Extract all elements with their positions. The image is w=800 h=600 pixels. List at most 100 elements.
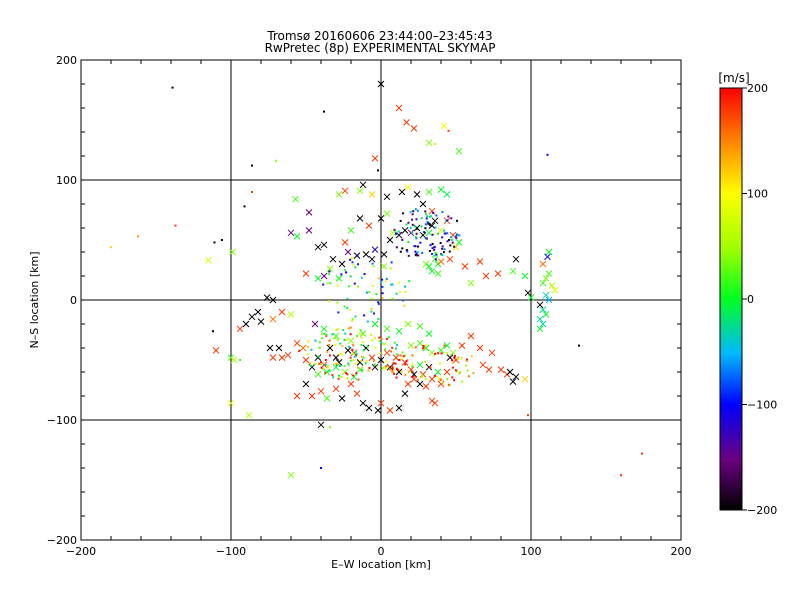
data-point-dot [395,367,398,370]
data-point-dot [415,254,418,257]
data-point-dot [347,327,350,330]
data-point-dot [442,251,445,254]
cross-stroke [437,347,445,354]
colorbar-label: [m/s] [718,71,749,85]
data-point-cross [368,354,376,361]
data-point-cross [245,411,253,419]
data-point-cross [320,325,328,333]
data-point-cross [350,373,358,381]
cross-stroke [326,265,334,273]
data-point-cross [401,227,409,234]
data-point-cross [230,356,238,364]
cross-stroke [416,361,424,369]
cross-stroke [287,229,295,237]
data-point-cross [437,380,445,388]
data-point-cross [536,315,544,323]
data-point-dot [322,367,325,370]
cross-stroke [335,191,343,198]
data-point-dot [356,263,359,266]
y-tick-label: −200 [47,534,77,547]
cross-stroke [545,270,553,277]
colorbar-tick-label: −200 [747,504,777,517]
data-point-cross [254,308,262,316]
data-point-dot [374,337,377,340]
data-point-cross [407,229,415,237]
data-point-cross [395,104,403,112]
cross-stroke [374,407,382,414]
data-point-dot [409,226,412,229]
data-point-dot [406,250,409,253]
data-point-dot [402,212,405,215]
data-point-dot [343,338,346,341]
data-point-dot [339,352,342,355]
data-point-dot [336,339,339,342]
data-point-dot [456,370,459,373]
data-point-dot [453,379,456,382]
data-point-dot [411,213,414,216]
cross-stroke [278,308,286,316]
data-point-dot [356,254,359,257]
cross-stroke [323,368,331,376]
data-point-dot [419,241,422,244]
data-point-cross [403,119,410,126]
data-point-dot [399,291,402,294]
data-point-cross [305,227,313,234]
data-point-dot [433,245,436,248]
data-point-dot [435,214,438,217]
data-point-cross [428,375,436,383]
data-point-dot [417,245,420,248]
data-point-dot [428,249,431,252]
data-point-cross [392,354,400,361]
cross-stroke [320,272,328,280]
data-point-dot [385,277,388,280]
data-point-cross [332,332,340,340]
cross-stroke [284,351,292,359]
data-point-cross [545,296,553,304]
data-point-cross [539,320,547,328]
cross-stroke [269,354,277,361]
data-point-cross [425,263,433,270]
data-point-dot [298,349,301,352]
data-point-dot [326,350,329,353]
data-point-dot [340,376,343,379]
data-point-cross [269,296,277,304]
data-point-dot [446,378,449,381]
data-point-cross [314,275,322,282]
data-point-dot [391,297,394,300]
data-point-dot [416,251,419,254]
x-tick-label: −100 [216,545,246,558]
cross-stroke [212,347,220,354]
data-point-dot [384,280,387,283]
cross-stroke [383,210,391,217]
cross-stroke [551,287,559,294]
cross-stroke [368,191,376,198]
data-point-cross [437,227,445,234]
cross-stroke [344,347,352,354]
cross-stroke [476,258,484,265]
data-point-cross [461,263,469,270]
data-point-dot [374,346,377,349]
data-point-dot [385,360,388,363]
data-point-dot [382,342,385,345]
data-point-dot [346,307,349,310]
data-point-cross [368,255,376,263]
data-point-dot [331,374,334,377]
cross-stroke [341,368,349,376]
data-point-dot [326,364,329,367]
data-point-dot [416,209,419,212]
data-point-dot [441,245,444,248]
cross-stroke [254,308,262,316]
data-point-cross [338,395,346,402]
data-point-dot [381,292,384,295]
cross-stroke [449,349,457,357]
cross-stroke [338,395,346,402]
data-point-dot [347,362,350,365]
data-point-dot [352,352,355,355]
cross-stroke [494,270,502,277]
data-point-dot [352,264,355,267]
data-point-cross [488,349,496,357]
data-point-dot [411,223,414,226]
data-point-dot [251,191,253,193]
data-point-cross [314,371,322,378]
